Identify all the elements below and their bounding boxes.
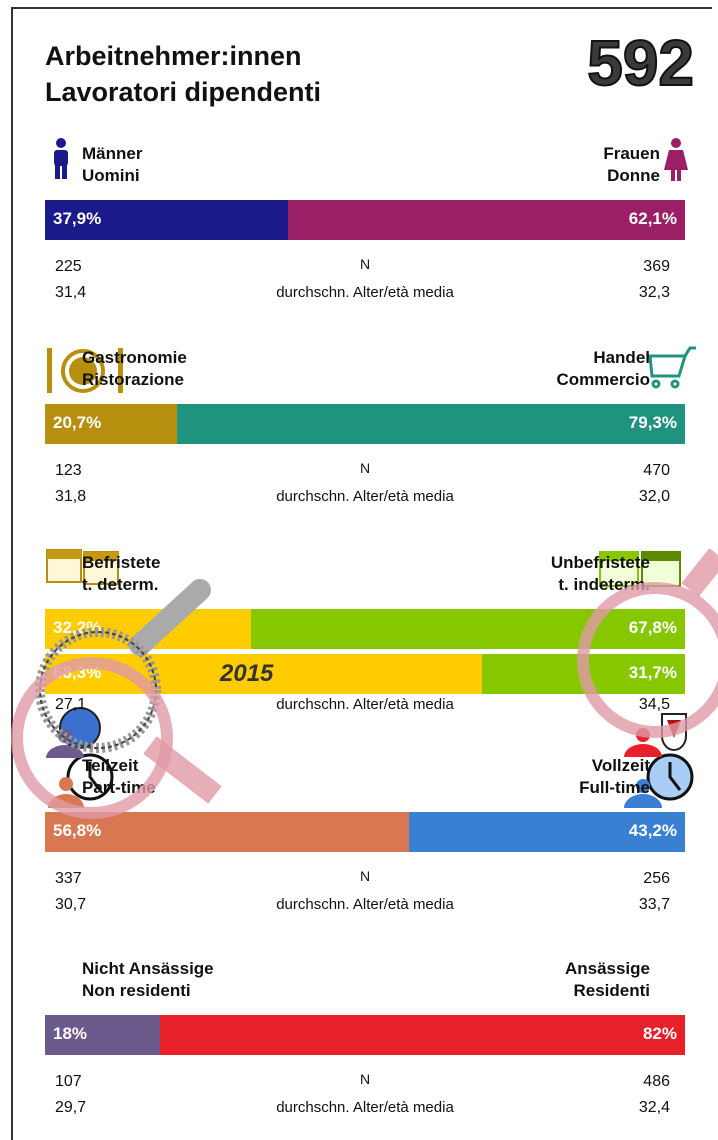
- age-right: 33,7: [638, 896, 670, 913]
- bar-left: 18%: [45, 1015, 161, 1055]
- right-label: Frauen: [603, 144, 660, 163]
- left-label: Befristete: [82, 553, 161, 572]
- fulltime-icon: [624, 753, 694, 808]
- bar-left: 56,8%: [45, 812, 409, 852]
- bar-left-label: 56,8%: [53, 821, 102, 840]
- n-label: N: [359, 1071, 371, 1087]
- age-label: durchschn. Alter/età media: [276, 696, 454, 713]
- age-right: 32,4: [638, 1099, 670, 1116]
- age-left: 31,4: [55, 284, 87, 301]
- left-label: Nicht Ansässige: [82, 959, 214, 978]
- bar-right-label: 43,2%: [628, 821, 677, 840]
- bar-right-label: 62,1%: [628, 209, 677, 228]
- bar-right: 31,7%: [482, 654, 685, 694]
- resident-icon: [624, 713, 687, 757]
- age-right: 34,5: [638, 696, 670, 713]
- left-label: Ristorazione: [82, 370, 185, 389]
- left-label: Gastronomie: [82, 348, 187, 367]
- age-left: 31,8: [55, 488, 87, 505]
- n-left: 107: [55, 1073, 82, 1090]
- n-left: 337: [55, 870, 82, 887]
- right-label: Full-time: [579, 778, 650, 797]
- bar-right-label: 31,7%: [628, 663, 677, 682]
- nonresident-icon: [46, 707, 101, 758]
- calendar-icon: [46, 549, 119, 585]
- left-label: Uomini: [82, 166, 140, 185]
- right-label: Ansässige: [564, 959, 650, 978]
- bar-left-label: 37,9%: [53, 209, 102, 228]
- bar-right: 82%: [160, 1015, 685, 1055]
- age-label: durchschn. Alter/età media: [276, 284, 454, 301]
- year-label: 2015: [220, 660, 274, 687]
- title-1: Arbeitnehmer:innen: [45, 41, 302, 71]
- bar-right-label: 82%: [642, 1024, 677, 1043]
- bar-left: 20,7%: [45, 404, 178, 444]
- total: 592: [586, 26, 695, 100]
- n-label: N: [359, 868, 371, 884]
- n-right: 470: [643, 462, 670, 479]
- n-label: N: [359, 256, 371, 272]
- left-label: Männer: [82, 144, 143, 163]
- age-right: 32,0: [638, 488, 670, 505]
- age-left: 30,7: [55, 896, 87, 913]
- bar-right: 79,3%: [177, 404, 685, 444]
- plate-icon: [47, 348, 123, 393]
- woman-icon: [664, 138, 688, 181]
- n-label: N: [359, 460, 371, 476]
- n-left: 225: [55, 258, 82, 275]
- age-label: durchschn. Alter/età media: [276, 1099, 454, 1116]
- bar-right-label: 79,3%: [628, 413, 677, 432]
- right-label: Handel: [593, 348, 650, 367]
- cart-icon: [648, 346, 696, 389]
- left-label: Non residenti: [82, 981, 191, 1000]
- bar-right: 43,2%: [408, 812, 685, 852]
- bar-right-label: 67,8%: [628, 618, 677, 637]
- n-right: 256: [643, 870, 670, 887]
- right-label: Unbefristete: [550, 553, 650, 572]
- right-label: Residenti: [573, 981, 650, 1000]
- man-icon: [54, 138, 68, 179]
- n-right: 486: [643, 1073, 670, 1090]
- right-label: Donne: [607, 166, 660, 185]
- n-left: 123: [55, 462, 82, 479]
- bar-right: 62,1%: [287, 200, 685, 240]
- right-label: Vollzeit: [591, 756, 650, 775]
- age-right: 32,3: [638, 284, 670, 301]
- right-label: t. indeterm.: [558, 575, 650, 594]
- left-label: Part-time: [82, 778, 156, 797]
- age-left: 27,1: [55, 696, 87, 713]
- title-2: Lavoratori dipendenti: [45, 77, 322, 107]
- age-left: 29,7: [55, 1099, 87, 1116]
- left-label: Teilzeit: [82, 756, 139, 775]
- bar-left-label: 20,7%: [53, 413, 102, 432]
- age-label: durchschn. Alter/età media: [276, 488, 454, 505]
- calendar-green-icon: [599, 551, 681, 587]
- bar-left-label: 32,2%: [53, 618, 102, 637]
- left-label: t. determ.: [82, 575, 159, 594]
- age-label: durchschn. Alter/età media: [276, 896, 454, 913]
- bar-left: 32,2%: [45, 609, 252, 649]
- bar-left-label: 18%: [53, 1024, 88, 1043]
- right-label: Commercio: [556, 370, 650, 389]
- bar-right: 67,8%: [251, 609, 685, 649]
- n-right: 369: [643, 258, 670, 275]
- bar-left: 37,9%: [45, 200, 288, 240]
- bar-left-label: 68,3%: [53, 663, 102, 682]
